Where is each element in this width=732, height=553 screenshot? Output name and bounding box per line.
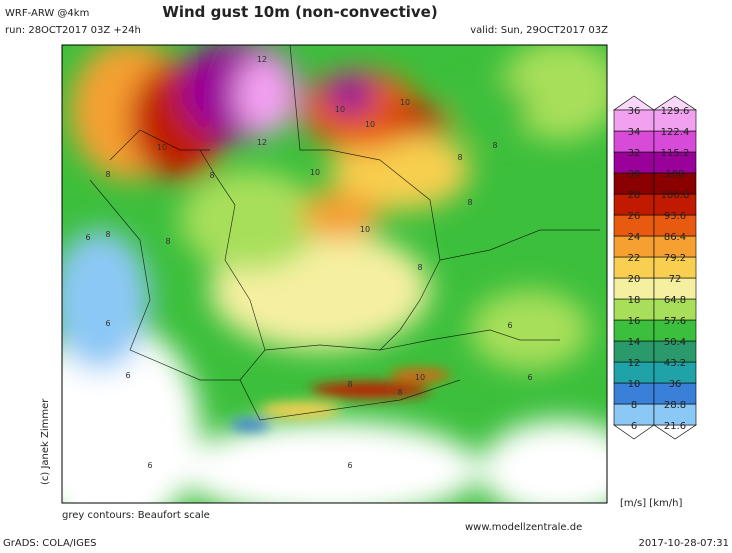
- software-credit: GrADS: COLA/IGES: [3, 538, 97, 549]
- copyright: (c) Janek Zimmer: [40, 398, 51, 485]
- colorbar-ms-label: 20: [628, 274, 641, 285]
- map-frame: [61, 44, 608, 504]
- colorbar-box: [653, 109, 697, 132]
- beaufort-note: grey contours: Beaufort scale: [62, 510, 210, 521]
- colorbar-kmh-label: 43.2: [664, 358, 686, 369]
- contour-label: 12: [257, 55, 267, 64]
- contour-label: 6: [507, 321, 512, 330]
- contour-label: 8: [467, 198, 472, 207]
- contour-label: 10: [400, 98, 410, 107]
- colorbar-ms-label: 14: [628, 337, 641, 348]
- units-label: [m/s] [km/h]: [620, 498, 682, 509]
- colorbar-kmh-label: 79.2: [664, 253, 686, 264]
- colorbar-ms-label: 16: [628, 316, 641, 327]
- colorbar-ms-label: 8: [631, 400, 637, 411]
- colorbar-ms-label: 24: [628, 232, 641, 243]
- timestamp: 2017-10-28-07:31: [638, 538, 729, 549]
- contour-label: 6: [527, 373, 532, 382]
- colorbar-kmh-label: 93.6: [664, 211, 686, 222]
- contour-label: 10: [415, 373, 425, 382]
- contour-label: 8: [397, 388, 402, 397]
- colorbar-ms-label: 18: [628, 295, 641, 306]
- colorbar-kmh-label: 57.6: [664, 316, 686, 327]
- contour-label: 6: [147, 461, 152, 470]
- map-title: Wind gust 10m (non-convective): [162, 3, 437, 21]
- colorbar-kmh-label: 100.8: [661, 190, 690, 201]
- contour-label: 6: [85, 233, 90, 242]
- colorbar-ms-label: 30: [628, 169, 641, 180]
- contour-label: 8: [492, 141, 497, 150]
- contour-label: 10: [310, 168, 320, 177]
- contour-label: 8: [417, 263, 422, 272]
- run-label: run: 28OCT2017 03Z +24h: [5, 25, 141, 36]
- contour-labels: 12 12 10 10 10 10 10 10 8 8 8 8 8 8 8 8 6 6 6 6 6 6 8 10 8 6: [85, 55, 532, 470]
- colorbar-kmh-label: 122.4: [661, 127, 690, 138]
- colorbar-ms-label: 32: [628, 148, 641, 159]
- colorbar-kmh-label: 36: [669, 379, 682, 390]
- contour-label: 8: [209, 171, 214, 180]
- colorbar-ms-label: 10: [628, 379, 641, 390]
- contour-label: 10: [157, 143, 167, 152]
- map: [62, 45, 607, 503]
- colorbar-kmh-label: 129.6: [661, 106, 690, 117]
- contour-label: 8: [105, 170, 110, 179]
- colorbar-kmh-label: 115.2: [661, 148, 690, 159]
- contour-label: 8: [105, 230, 110, 239]
- colorbar-kmh-label: 64.8: [664, 295, 686, 306]
- colorbar-ms-label: 6: [631, 421, 637, 432]
- contour-label: 10: [335, 105, 345, 114]
- colorbar: 6 21.6 8 28.8 10 36 12 43.2 14 50.4 16 57.6 18 64.8 20…: [613, 95, 697, 440]
- colorbar-kmh-label: 21.6: [664, 421, 686, 432]
- contour-label: 6: [125, 371, 130, 380]
- contour-label: 6: [347, 461, 352, 470]
- colorbar-ms-label: 34: [628, 127, 641, 138]
- model-label: WRF-ARW @4km: [5, 8, 89, 19]
- website: www.modellzentrale.de: [465, 522, 582, 533]
- contour-label: 12: [257, 138, 267, 147]
- colorbar-ms-label: 28: [628, 190, 641, 201]
- colorbar-ms-label: 12: [628, 358, 641, 369]
- colorbar-kmh-label: 50.4: [664, 337, 686, 348]
- contour-label: 6: [105, 319, 110, 328]
- contour-label: 8: [457, 153, 462, 162]
- contour-label: 10: [360, 225, 370, 234]
- colorbar-ms-label: 36: [628, 106, 641, 117]
- colorbar-kmh-label: 72: [669, 274, 682, 285]
- colorbar-ms-label: 22: [628, 253, 641, 264]
- contour-label: 8: [347, 380, 352, 389]
- contour-label: 10: [365, 120, 375, 129]
- colorbar-kmh-label: 108: [665, 169, 684, 180]
- colorbar-kmh-label: 28.8: [664, 400, 686, 411]
- colorbar-ms-label: 26: [628, 211, 641, 222]
- contour-label: 8: [165, 237, 170, 246]
- valid-label: valid: Sun, 29OCT2017 03Z: [470, 25, 608, 36]
- colorbar-kmh-label: 86.4: [664, 232, 686, 243]
